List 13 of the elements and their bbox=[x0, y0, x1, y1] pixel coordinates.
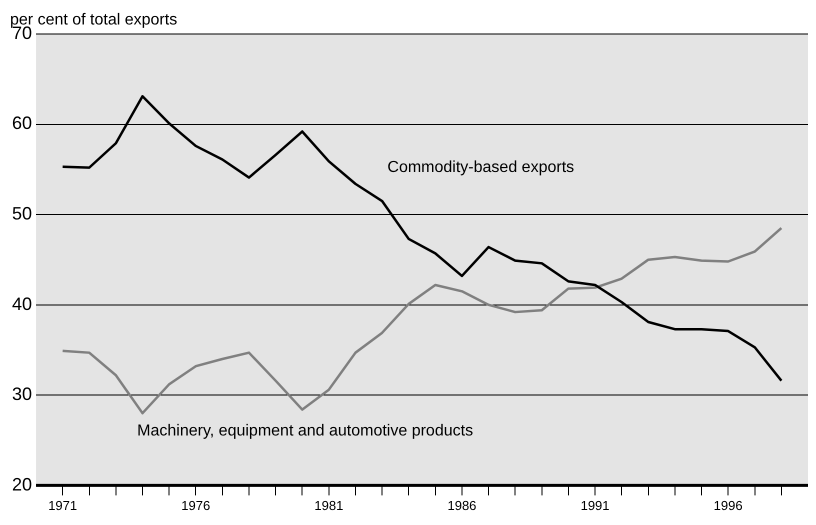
x-tick-label: 1986 bbox=[447, 498, 476, 513]
x-tick-label: 1971 bbox=[48, 498, 78, 513]
x-tick-label: 1991 bbox=[580, 498, 610, 513]
x-tick-label: 1981 bbox=[314, 498, 344, 513]
series-label: Machinery, equipment and automotive products bbox=[137, 422, 474, 440]
series-label: Commodity-based exports bbox=[387, 159, 574, 176]
x-tick-label: 1996 bbox=[714, 498, 743, 513]
y-tick-label: 50 bbox=[12, 204, 32, 224]
y-tick-label: 40 bbox=[12, 294, 32, 314]
y-tick-label: 20 bbox=[12, 474, 32, 494]
y-tick-label: 30 bbox=[12, 384, 32, 404]
x-tick-label: 1976 bbox=[181, 498, 210, 513]
y-tick-label: 60 bbox=[12, 113, 32, 134]
